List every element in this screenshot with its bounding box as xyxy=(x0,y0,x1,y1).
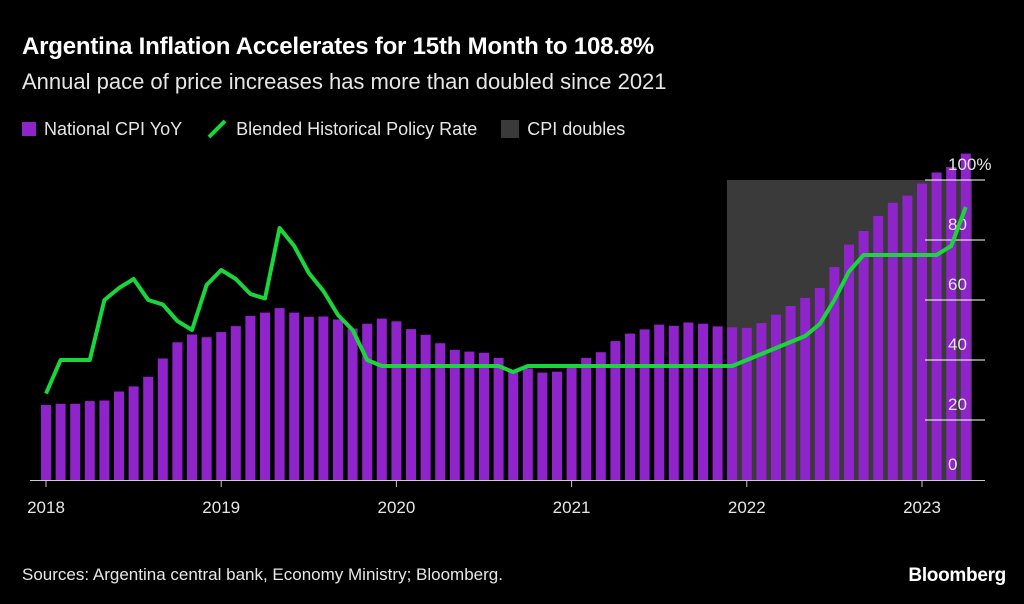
x-tick-label-2022: 2022 xyxy=(728,498,766,517)
cpi-bar-2018-12 xyxy=(201,337,212,480)
legend-label-cpi: National CPI YoY xyxy=(44,118,183,139)
cpi-bar-2018-02 xyxy=(55,403,66,480)
cpi-bar-2018-05 xyxy=(99,400,110,480)
cpi-bar-2023-03 xyxy=(946,167,957,480)
cpi-bar-2019-03 xyxy=(245,315,256,480)
cpi-bar-2020-01 xyxy=(391,321,402,480)
cpi-bar-2019-07 xyxy=(303,316,314,480)
cpi-bar-2022-10 xyxy=(873,216,884,480)
legend-swatch-cpi-doubles xyxy=(501,120,520,138)
cpi-bar-2019-02 xyxy=(230,326,241,480)
legend-label-cpi-doubles: CPI doubles xyxy=(527,118,626,139)
cpi-bar-2022-08 xyxy=(844,244,854,480)
y-tick-label-100: 100% xyxy=(948,155,991,174)
x-tick-label-2020: 2020 xyxy=(377,498,415,517)
cpi-bar-2021-11 xyxy=(712,326,723,480)
legend-swatch-policy-rate xyxy=(207,119,227,139)
cpi-bar-2021-03 xyxy=(595,352,606,480)
cpi-bar-2021-09 xyxy=(683,322,694,480)
chart-subtitle: Annual pace of price increases has more … xyxy=(22,69,667,94)
x-tick-label-2021: 2021 xyxy=(553,498,591,517)
cpi-bar-2018-04 xyxy=(84,401,95,480)
legend: National CPI YoY Blended Historical Poli… xyxy=(22,118,649,140)
cpi-bar-2019-12 xyxy=(376,318,387,480)
cpi-bar-2018-11 xyxy=(187,334,197,480)
cpi-bar-2021-10 xyxy=(698,323,708,480)
cpi-bar-2019-09 xyxy=(333,319,343,480)
legend-item-policy-rate: Blended Historical Policy Rate xyxy=(206,118,477,140)
cpi-bar-2022-05 xyxy=(800,297,811,480)
cpi-bar-2023-01 xyxy=(917,183,927,480)
cpi-bar-2022-02 xyxy=(756,323,767,480)
cpi-bar-2020-08 xyxy=(493,357,504,480)
cpi-bar-2023-02 xyxy=(931,172,942,480)
cpi-bar-2022-09 xyxy=(858,231,869,480)
cpi-bar-2023-04 xyxy=(960,153,971,480)
cpi-bar-2021-06 xyxy=(639,329,650,480)
cpi-bar-2018-09 xyxy=(157,358,168,480)
cpi-bar-2018-06 xyxy=(114,391,124,480)
y-tick-label-20: 20 xyxy=(948,395,967,414)
chart-title: Argentina Inflation Accelerates for 15th… xyxy=(22,33,655,60)
legend-label-policy-rate: Blended Historical Policy Rate xyxy=(236,118,478,139)
cpi-bar-2019-06 xyxy=(289,312,300,480)
cpi-bar-2019-10 xyxy=(347,328,358,480)
x-tick-label-2019: 2019 xyxy=(202,498,240,517)
x-tick-label-2018: 2018 xyxy=(27,498,65,517)
cpi-bar-2020-10 xyxy=(522,368,533,480)
cpi-bar-2018-01 xyxy=(41,405,51,480)
y-tick-label-40: 40 xyxy=(948,335,967,354)
cpi-bar-2018-03 xyxy=(70,403,81,480)
legend-item-cpi: National CPI YoY xyxy=(22,119,182,140)
cpi-bar-2020-11 xyxy=(537,372,548,480)
cpi-bar-2019-08 xyxy=(318,316,329,480)
cpi-bar-2021-05 xyxy=(625,333,635,480)
cpi-bar-2020-12 xyxy=(552,371,562,480)
cpi-bar-2021-01 xyxy=(566,364,577,480)
cpi-bar-2018-07 xyxy=(128,386,139,480)
cpi-bar-2020-02 xyxy=(406,329,416,480)
cpi-bar-2018-10 xyxy=(172,342,183,480)
y-tick-label-60: 60 xyxy=(948,275,967,294)
cpi-bar-2020-03 xyxy=(420,334,431,480)
x-tick-label-2023: 2023 xyxy=(903,498,941,517)
legend-item-cpi-doubles: CPI doubles xyxy=(501,119,625,140)
cpi-bar-2022-07 xyxy=(829,267,840,480)
cpi-bar-2022-04 xyxy=(785,306,796,480)
source-note: Sources: Argentina central bank, Economy… xyxy=(22,565,503,584)
cpi-bar-2021-07 xyxy=(654,324,665,480)
bloomberg-logo: Bloomberg xyxy=(908,565,1006,586)
cpi-bar-2021-08 xyxy=(668,325,679,480)
legend-swatch-cpi xyxy=(22,122,36,136)
cpi-bar-2018-08 xyxy=(143,376,154,480)
cpi-bar-2019-04 xyxy=(260,312,270,480)
cpi-bar-2022-12 xyxy=(902,195,913,480)
cpi-bar-2021-04 xyxy=(610,341,621,480)
cpi-bar-2022-06 xyxy=(814,288,825,480)
cpi-bar-2020-04 xyxy=(435,343,446,480)
cpi-bar-2019-01 xyxy=(216,332,227,480)
cpi-bar-2019-05 xyxy=(274,308,285,480)
cpi-bar-2019-11 xyxy=(362,323,373,480)
cpi-bar-2021-02 xyxy=(581,357,592,480)
cpi-bar-2022-01 xyxy=(741,327,752,480)
cpi-bar-2022-03 xyxy=(771,314,781,480)
cpi-bar-2020-07 xyxy=(479,352,489,480)
cpi-bar-2020-05 xyxy=(449,349,460,480)
y-tick-label-0: 0 xyxy=(948,455,957,474)
cpi-bar-2020-09 xyxy=(508,370,519,480)
cpi-bar-2021-12 xyxy=(727,327,738,480)
cpi-bar-2020-06 xyxy=(464,351,475,480)
policy-rate-line xyxy=(44,206,968,395)
cpi-bar-2022-11 xyxy=(887,202,898,481)
